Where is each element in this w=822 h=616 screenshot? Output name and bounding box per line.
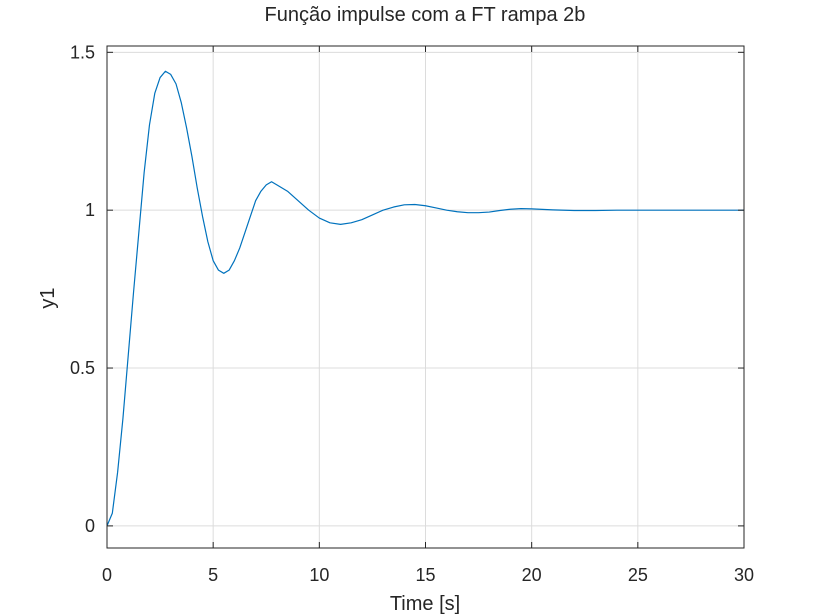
y-tick-label: 0.5 (70, 358, 95, 378)
ticks: 0 5 10 15 20 25 30 0 0.5 1 1.5 (70, 42, 754, 585)
series-polyline (106, 70, 744, 527)
x-tick-label: 0 (102, 565, 112, 585)
y-tick-label: 1.5 (70, 42, 95, 62)
x-tick-label: 15 (415, 565, 435, 585)
x-tick-label: 10 (309, 565, 329, 585)
x-tick-label: 20 (522, 565, 542, 585)
x-axis-label: Time [s] (390, 593, 460, 615)
x-tick-label: 25 (628, 565, 648, 585)
x-tick-label: 30 (734, 565, 754, 585)
chart-title: Função impulse com a FT rampa 2b (265, 4, 586, 26)
y-axis-label: y1 (37, 287, 59, 308)
y-tick-label: 0 (85, 516, 95, 536)
x-tick-label: 5 (208, 565, 218, 585)
series-line (106, 70, 744, 527)
y-tick-label: 1 (85, 200, 95, 220)
